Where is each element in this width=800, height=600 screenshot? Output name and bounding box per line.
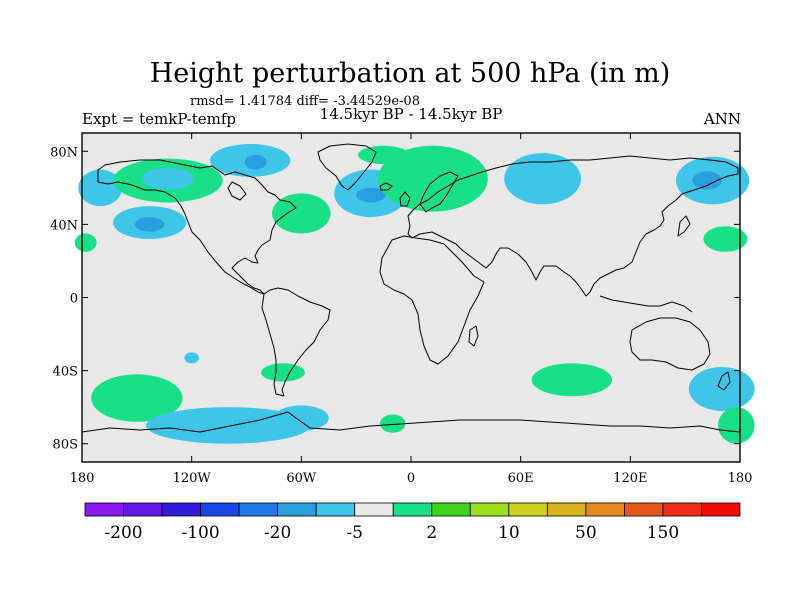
coastline-uk (399, 191, 411, 207)
colorbar-label: -5 (346, 523, 363, 543)
lon-tick-label: 120W (173, 471, 212, 486)
stats-label: rmsd= 1.41784 diff= -3.44529e-08 (190, 94, 420, 109)
anomaly-region-1 (78, 169, 123, 207)
anomaly-region-9 (272, 193, 331, 234)
colorbar (84, 502, 741, 517)
anomaly-region-16 (692, 171, 722, 190)
coastline-indonesia (599, 295, 693, 313)
colorbar-labels: -200 -100 -20 -5 2 10 50 150 (104, 523, 679, 543)
colorbar-swatch-11 (508, 502, 548, 517)
map-panel: 80N 40N 0 40S 80S 180 120W 60W 0 60E 120E 180 (50, 132, 755, 486)
colorbar-swatch-12 (546, 502, 587, 517)
colorbar-swatch-16 (701, 502, 741, 517)
anomaly-region-21 (145, 407, 311, 444)
colorbar-swatch-5 (277, 502, 317, 517)
period-label: 14.5kyr BP - 14.5kyr BP (320, 105, 503, 123)
lon-tick-label: 0 (407, 471, 415, 486)
coastline-madagascar (468, 325, 479, 347)
coastline-japan (677, 215, 691, 237)
coastline-new-zealand (717, 371, 731, 391)
anomaly-region-12 (378, 145, 488, 212)
colorbar-label: 2 (426, 523, 437, 543)
colorbar-swatch-13 (585, 502, 625, 517)
anomaly-region-8 (244, 154, 267, 170)
lat-tick-label: 80N (50, 145, 78, 160)
coastline-north-america (97, 159, 297, 295)
coastline-iceland (379, 182, 393, 191)
colorbar-swatch-10 (469, 502, 510, 517)
colorbar-label: -20 (264, 523, 291, 543)
coastline-eurasia (407, 155, 739, 297)
anomaly-region-20 (261, 363, 305, 382)
anomaly-region-2 (74, 233, 97, 252)
lat-tick-label: 40S (53, 365, 78, 380)
longitude-axis: 180 120W 60W 0 60E 120E 180 (70, 133, 753, 486)
lat-tick-label: 80S (53, 438, 78, 453)
anomaly-region-24 (531, 363, 613, 397)
coastline-greenland (317, 143, 377, 191)
lat-tick-label: 0 (70, 292, 78, 307)
colorbar-swatch-14 (624, 502, 664, 517)
colorbar-label: 10 (498, 523, 520, 543)
anomaly-region-23 (379, 414, 406, 433)
colorbar-swatch-3 (200, 502, 240, 517)
colorbar-swatch-6 (315, 502, 356, 517)
lon-tick-label: 60W (286, 471, 317, 486)
coastline-africa (379, 235, 485, 365)
lon-tick-label: 180 (70, 471, 95, 486)
colorbar-swatch-15 (662, 502, 702, 517)
latitude-axis: 80N 40N 0 40S 80S (50, 145, 740, 453)
lon-tick-label: 120E (613, 471, 647, 486)
colorbar-label: -100 (181, 523, 219, 543)
anomaly-region-4 (142, 167, 194, 190)
lon-tick-label: 180 (728, 471, 753, 486)
colorbar-label: -200 (104, 523, 142, 543)
anomaly-region-17 (703, 226, 748, 252)
colorbar-swatch-0 (84, 502, 124, 517)
coastline-australia (629, 317, 711, 371)
experiment-label: Expt = temkP-temfp (82, 110, 236, 128)
anomaly-region-11 (356, 187, 386, 203)
anomaly-region-14 (504, 153, 581, 205)
colorbar-label: 50 (575, 523, 597, 543)
lon-tick-label: 60E (508, 471, 534, 486)
colorbar-swatch-9 (431, 502, 471, 517)
colorbar-swatch-7 (354, 502, 394, 517)
coastlines (81, 143, 741, 433)
coastline-scandinavia (419, 171, 459, 213)
colorbar-swatch-4 (238, 502, 279, 517)
colorbar-swatch-2 (161, 502, 201, 517)
colorbar-label: 150 (647, 523, 679, 543)
plot-title: Height perturbation at 500 hPa (in m) (150, 58, 671, 89)
season-label: ANN (703, 110, 741, 128)
lat-tick-label: 40N (50, 218, 78, 233)
anomaly-region-13 (357, 145, 410, 165)
anomaly-region-19 (184, 352, 199, 364)
colorbar-swatch-8 (392, 502, 433, 517)
anomaly-region-26 (718, 407, 755, 444)
anomaly-region-18 (91, 374, 183, 422)
coastline-antarctica (81, 411, 741, 433)
coastline-south-america (261, 287, 331, 397)
anomaly-region-6 (135, 217, 165, 232)
colorbar-swatch-1 (123, 502, 163, 517)
coastline-hudson-bay (227, 181, 247, 201)
anomaly-region-22 (273, 405, 329, 431)
